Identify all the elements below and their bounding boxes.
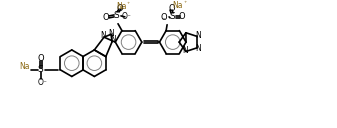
Text: O: O bbox=[179, 12, 185, 21]
Text: O: O bbox=[103, 13, 110, 22]
Text: O: O bbox=[117, 4, 123, 13]
Text: O: O bbox=[37, 54, 44, 63]
Text: S: S bbox=[113, 11, 119, 20]
Text: N: N bbox=[195, 31, 201, 40]
Text: S: S bbox=[169, 12, 175, 21]
Text: N: N bbox=[108, 29, 114, 38]
Text: Na: Na bbox=[173, 1, 183, 10]
Text: N: N bbox=[100, 31, 106, 40]
Text: ⁺: ⁺ bbox=[183, 1, 186, 6]
Text: S: S bbox=[38, 65, 43, 74]
Text: ⁻: ⁻ bbox=[161, 17, 165, 23]
Text: O⁻: O⁻ bbox=[122, 12, 132, 21]
Text: ⁺: ⁺ bbox=[126, 2, 129, 7]
Text: O⁻: O⁻ bbox=[38, 78, 48, 87]
Text: N: N bbox=[110, 35, 116, 44]
Text: N: N bbox=[182, 46, 188, 55]
Text: O: O bbox=[161, 13, 167, 22]
Text: N: N bbox=[195, 44, 201, 53]
Text: O: O bbox=[169, 4, 175, 13]
Text: Na: Na bbox=[20, 62, 30, 71]
Text: Na: Na bbox=[117, 2, 127, 11]
